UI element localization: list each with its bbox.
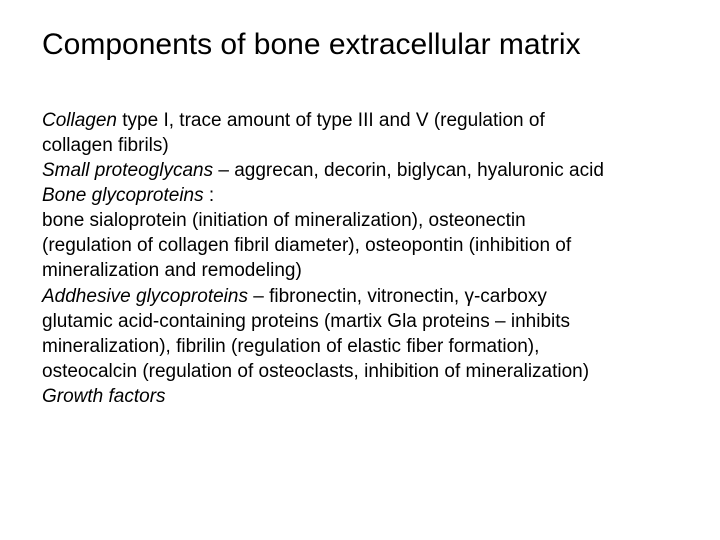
body-line: collagen fibrils): [42, 133, 678, 158]
term-small-proteoglycans: Small proteoglycans: [42, 160, 213, 181]
body-line: glutamic acid-containing proteins (marti…: [42, 309, 678, 334]
gamma-symbol: γ: [464, 286, 474, 307]
body-line: Collagen type I, trace amount of type II…: [42, 108, 678, 133]
text: – aggrecan, decorin, biglycan, hyaluroni…: [213, 160, 604, 181]
body-line: mineralization and remodeling): [42, 258, 678, 283]
body-line: Addhesive glycoproteins – fibronectin, v…: [42, 284, 678, 309]
body-line: osteocalcin (regulation of osteoclasts, …: [42, 359, 678, 384]
text: :: [204, 185, 215, 206]
text: – fibronectin, vitronectin,: [248, 286, 465, 307]
term-growth-factors: Growth factors: [42, 386, 166, 407]
body-line: mineralization), fibrilin (regulation of…: [42, 334, 678, 359]
body-line: Bone glycoproteins :: [42, 183, 678, 208]
slide-title: Components of bone extracellular matrix: [42, 28, 678, 62]
body-line: (regulation of collagen fibril diameter)…: [42, 233, 678, 258]
slide: Components of bone extracellular matrix …: [0, 0, 720, 540]
term-collagen: Collagen: [42, 110, 117, 131]
body-line: Small proteoglycans – aggrecan, decorin,…: [42, 158, 678, 183]
body-line: Growth factors: [42, 384, 678, 409]
body-line: bone sialoprotein (initiation of mineral…: [42, 208, 678, 233]
text: type I, trace amount of type III and V (…: [117, 110, 545, 131]
term-adhesive-glycoproteins: Addhesive glycoproteins: [42, 286, 248, 307]
term-bone-glycoproteins: Bone glycoproteins: [42, 185, 204, 206]
slide-body: Collagen type I, trace amount of type II…: [42, 108, 678, 409]
text: -carboxy: [474, 286, 547, 307]
